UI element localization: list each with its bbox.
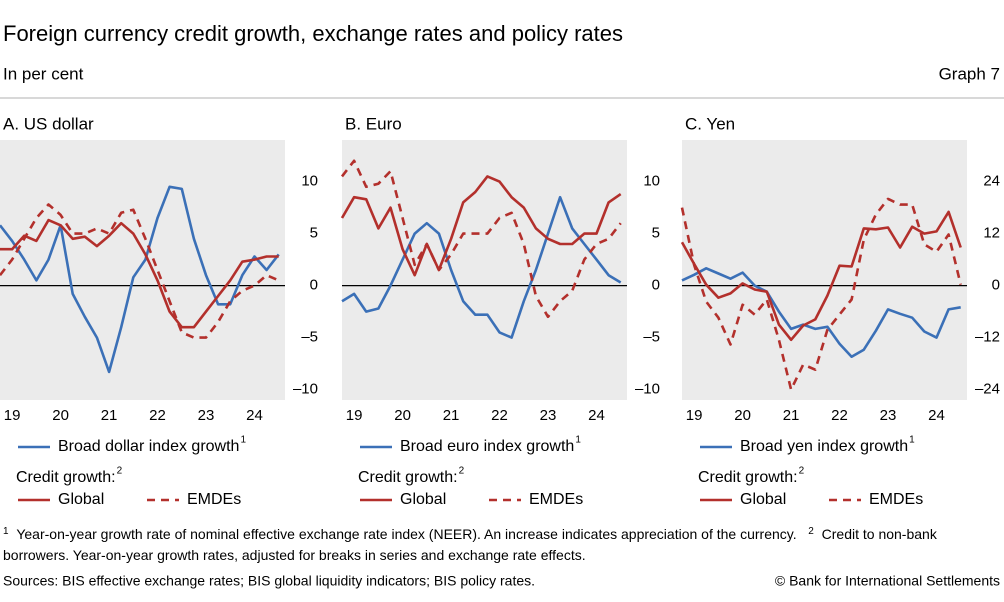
y-tick-label: 0 xyxy=(652,277,660,294)
legend-label: EMDEs xyxy=(529,491,583,508)
x-tick-label: 20 xyxy=(52,407,69,424)
x-tick-label: 21 xyxy=(783,407,800,424)
plot-background xyxy=(682,140,967,400)
series-line xyxy=(340,175,622,277)
series-line xyxy=(0,203,280,339)
x-tick-label: 20 xyxy=(394,407,411,424)
x-tick-label: 23 xyxy=(880,407,897,424)
footnote-mark: 1 xyxy=(3,526,9,537)
title: Foreign currency credit growth, exchange… xyxy=(3,21,623,46)
x-tick-label: 19 xyxy=(686,407,703,424)
x-tick-label: 23 xyxy=(198,407,215,424)
series-line xyxy=(680,197,962,391)
y-tick-label: 24 xyxy=(983,173,1000,190)
graph-number: Graph 7 xyxy=(939,64,1000,83)
legend-label: Global xyxy=(58,491,104,508)
panel-title: C. Yen xyxy=(685,114,735,133)
x-tick-label: 19 xyxy=(346,407,363,424)
y-tick-label: 10 xyxy=(643,173,660,190)
panel-title: B. Euro xyxy=(345,114,402,133)
y-tick-label: 5 xyxy=(310,225,318,242)
y-tick-label: –24 xyxy=(975,381,1000,398)
sources: Sources: BIS effective exchange rates; B… xyxy=(3,573,535,589)
x-tick-label: 20 xyxy=(734,407,751,424)
footnote-mark: 2 xyxy=(808,526,814,537)
legend-note: 1 xyxy=(240,435,246,446)
series-line xyxy=(341,195,622,339)
legend-label: Broad euro index growth xyxy=(400,438,574,455)
y-tick-label: 0 xyxy=(310,277,318,294)
y-tick-label: 10 xyxy=(301,173,318,190)
y-tick-label: 12 xyxy=(983,225,1000,242)
x-tick-label: 24 xyxy=(588,407,605,424)
legend-group: Credit growth: xyxy=(698,469,798,486)
x-tick-label: 22 xyxy=(831,407,848,424)
panel-title: A. US dollar xyxy=(3,114,94,133)
y-tick-label: –10 xyxy=(293,381,318,398)
copyright: © Bank for International Settlements xyxy=(775,573,1000,589)
y-tick-label: –12 xyxy=(975,329,1000,346)
subtitle: In per cent xyxy=(3,64,84,83)
legend-label: Global xyxy=(400,491,446,508)
x-tick-label: 24 xyxy=(246,407,263,424)
x-tick-label: 21 xyxy=(443,407,460,424)
legend-note: 2 xyxy=(459,466,465,477)
legend-label: Broad yen index growth xyxy=(740,438,908,455)
series-line xyxy=(680,210,962,342)
series-line xyxy=(340,159,622,319)
series-line xyxy=(0,185,280,374)
x-tick-label: 19 xyxy=(4,407,21,424)
legend-label: EMDEs xyxy=(869,491,923,508)
footnote-text: Year-on-year growth rate of nominal effe… xyxy=(16,526,797,542)
legend-note: 1 xyxy=(575,435,581,446)
legend-group: Credit growth: xyxy=(16,469,116,486)
legend-label: Global xyxy=(740,491,786,508)
y-tick-label: 0 xyxy=(992,277,1000,294)
y-tick-label: –5 xyxy=(643,329,660,346)
x-tick-label: 24 xyxy=(928,407,945,424)
series-line xyxy=(0,218,279,329)
legend-note: 2 xyxy=(799,466,805,477)
legend-label: Broad dollar index growth xyxy=(58,438,239,455)
y-tick-label: –10 xyxy=(635,381,660,398)
footnotes: 1 Year-on-year growth rate of nominal ef… xyxy=(3,524,1001,566)
x-tick-label: 22 xyxy=(149,407,166,424)
x-tick-label: 23 xyxy=(540,407,557,424)
series-line xyxy=(681,267,961,358)
y-tick-label: –5 xyxy=(301,329,318,346)
x-tick-label: 22 xyxy=(491,407,508,424)
x-tick-label: 21 xyxy=(101,407,118,424)
legend-note: 2 xyxy=(117,466,123,477)
footnote-text: Credit to non-bank borrowers. Year-on-ye… xyxy=(3,526,937,563)
legend-note: 1 xyxy=(909,435,915,446)
y-tick-label: 5 xyxy=(652,225,660,242)
legend-group: Credit growth: xyxy=(358,469,458,486)
legend-label: EMDEs xyxy=(187,491,241,508)
